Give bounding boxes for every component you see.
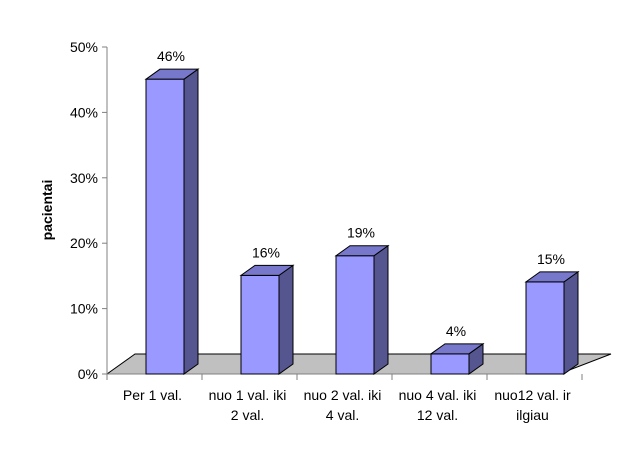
x-category-label: ilgiau <box>516 407 549 423</box>
bar-top <box>429 343 485 355</box>
x-category-label: 4 val. <box>326 407 359 423</box>
bar-front <box>525 281 565 375</box>
data-label: 19% <box>347 225 375 241</box>
x-category-label: 12 val. <box>417 407 458 423</box>
bar <box>524 270 580 375</box>
y-tick-label: 0% <box>78 366 98 382</box>
x-category-label: nuo 1 val. iki <box>209 387 287 403</box>
data-label: 4% <box>446 323 466 339</box>
bar-top <box>239 264 295 276</box>
bar-top <box>524 271 580 283</box>
bar-front <box>240 274 280 375</box>
x-category-label: 2 val. <box>231 407 264 423</box>
y-tick-label: 30% <box>70 170 98 186</box>
bar-side <box>563 270 579 375</box>
y-tick-label: 20% <box>70 235 98 251</box>
bar-front <box>145 78 185 375</box>
bar <box>144 68 200 375</box>
bar-side <box>373 244 389 375</box>
x-category-label: Per 1 val. <box>123 387 182 403</box>
y-tick-label: 50% <box>70 39 98 55</box>
bar <box>239 264 295 375</box>
labels-layer: 46% Per 1 val. 16% nuo 1 val. iki 2 val. 19% n… <box>123 48 571 423</box>
y-tick-label: 40% <box>70 104 98 120</box>
data-label: 16% <box>252 244 280 260</box>
x-category-label: nuo12 val. ir <box>494 387 571 403</box>
bar-side <box>278 264 294 375</box>
x-category-label: nuo 4 val. iki <box>399 387 477 403</box>
bar <box>429 342 485 375</box>
data-label: 46% <box>157 48 185 64</box>
data-label: 15% <box>537 251 565 267</box>
bars-layer <box>144 68 580 375</box>
bar-front <box>430 353 470 375</box>
bar-top <box>334 245 390 257</box>
bar-top <box>144 68 200 80</box>
bar-side <box>183 68 199 375</box>
bar-front <box>335 255 375 375</box>
bar <box>334 244 390 375</box>
y-axis-title: pacientai <box>39 180 55 241</box>
y-axis: 0% 10% 20% 30% 40% 50% <box>70 39 583 382</box>
y-tick-label: 10% <box>70 301 98 317</box>
x-category-label: nuo 2 val. iki <box>304 387 382 403</box>
